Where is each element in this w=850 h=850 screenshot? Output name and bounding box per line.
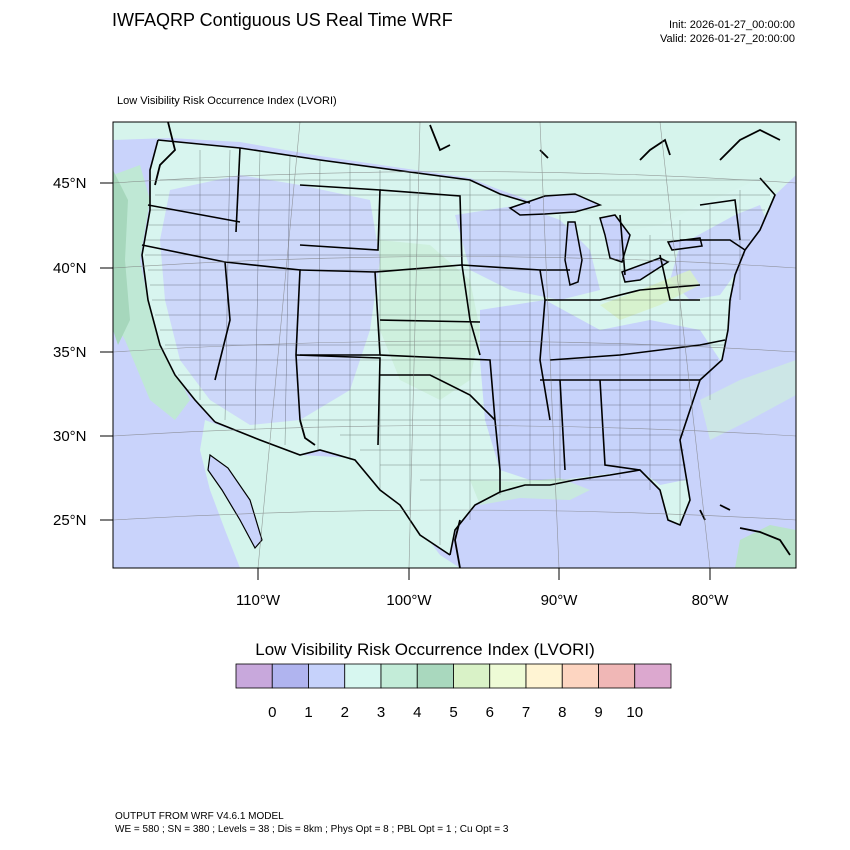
map-frame bbox=[112, 121, 797, 569]
valid-time: Valid: 2026-01-27_20:00:00 bbox=[660, 33, 795, 45]
latitude-axis bbox=[100, 182, 113, 521]
graticule bbox=[113, 122, 796, 568]
field-subtitle: Low Visibility Risk Occurrence Index (LV… bbox=[117, 95, 337, 107]
colorbar-tick-label: 7 bbox=[521, 704, 531, 721]
lon-label-90w: 90°W bbox=[541, 592, 579, 609]
colorbar-swatch bbox=[380, 663, 418, 689]
colorbar-tick-label: 4 bbox=[413, 704, 422, 721]
caribbean-green-patch bbox=[735, 525, 796, 568]
colorbar-tick-label: 6 bbox=[485, 704, 494, 721]
colorbar-swatch bbox=[235, 663, 273, 689]
coastlines bbox=[154, 122, 791, 568]
state-borders bbox=[141, 139, 776, 556]
colorbar-swatch bbox=[344, 663, 382, 689]
colorbar-tick-label: 8 bbox=[558, 704, 567, 721]
colorbar-swatch bbox=[489, 663, 527, 689]
northeast-low-risk-region bbox=[670, 205, 770, 300]
colorbar-tick-label: 5 bbox=[449, 704, 458, 721]
colorbar-title: Low Visibility Risk Occurrence Index (LV… bbox=[255, 640, 595, 659]
lat-label-35n: 35°N bbox=[53, 344, 87, 361]
lon-label-100w: 100°W bbox=[386, 592, 432, 609]
pacific-dark-band bbox=[113, 170, 130, 345]
mexico-landmass bbox=[200, 420, 460, 568]
colorbar-tick-label: 1 bbox=[304, 704, 313, 721]
pacific-coast-band bbox=[113, 165, 190, 420]
gulf-of-california bbox=[207, 453, 263, 550]
canada-landmass bbox=[113, 122, 796, 250]
footer-model-line: OUTPUT FROM WRF V4.6.1 MODEL bbox=[115, 811, 284, 822]
lon-label-80w: 80°W bbox=[692, 592, 730, 609]
colorbar-swatch bbox=[598, 663, 636, 689]
lon-label-110w: 110°W bbox=[236, 592, 281, 609]
colorbar-tick-label: 10 bbox=[626, 704, 644, 721]
lat-label-40n: 40°N bbox=[53, 260, 87, 277]
colorbar-swatch bbox=[634, 663, 672, 689]
longitude-axis bbox=[257, 568, 711, 580]
colorbar-swatch bbox=[525, 663, 563, 689]
great-lakes-low-risk-region bbox=[455, 205, 600, 300]
county-lines bbox=[145, 149, 770, 545]
map-title: IWFAQRP Contiguous US Real Time WRF bbox=[112, 10, 453, 30]
map-plot-area bbox=[113, 122, 796, 568]
footer-config-line: WE = 580 ; SN = 380 ; Levels = 38 ; Dis … bbox=[115, 824, 509, 835]
colorbar-swatch bbox=[561, 663, 599, 689]
colorbar-swatch bbox=[416, 663, 454, 689]
lat-label-30n: 30°N bbox=[53, 428, 87, 445]
gulf-stream-green-band bbox=[700, 360, 796, 440]
lat-label-25n: 25°N bbox=[53, 512, 87, 529]
colorbar bbox=[235, 663, 672, 689]
lat-label-45n: 45°N bbox=[53, 175, 87, 192]
colorbar-swatch bbox=[271, 663, 309, 689]
colorbar-tick-label: 2 bbox=[340, 704, 349, 721]
init-time: Init: 2026-01-27_00:00:00 bbox=[669, 19, 795, 31]
lake-superior bbox=[508, 193, 603, 216]
colorbar-swatch bbox=[308, 663, 346, 689]
colorbar-tick-label: 0 bbox=[268, 704, 277, 721]
colorbar-swatch bbox=[453, 663, 491, 689]
colorbar-tick-label: 3 bbox=[376, 704, 386, 721]
colorbar-tick-label: 9 bbox=[594, 704, 603, 721]
